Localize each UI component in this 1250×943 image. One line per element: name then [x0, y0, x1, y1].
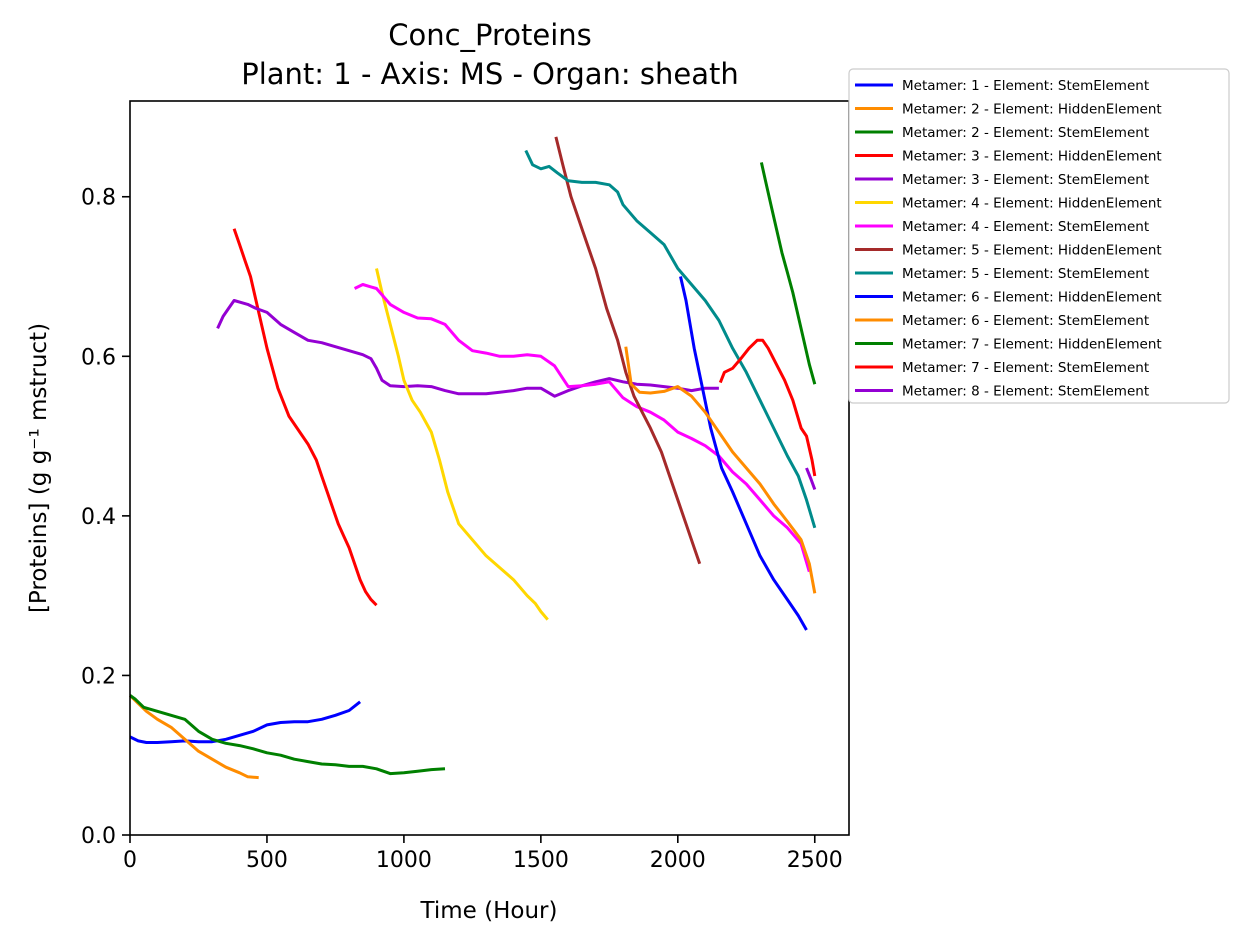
series-line-1: [129, 700, 362, 744]
legend-label: Metamer: 5 - Element: StemElement: [902, 266, 1149, 282]
x-tick-label: 2000: [650, 848, 706, 873]
x-tick-label: 0: [123, 848, 137, 873]
series-line-12: [759, 162, 817, 385]
legend: Metamer: 1 - Element: StemElement Metamer…: [848, 68, 1230, 404]
y-axis-ticks: 0.0 0.2 0.4 0.6 0.8: [81, 186, 130, 849]
series-line-11: [624, 346, 817, 594]
x-tick-label: 1000: [376, 848, 432, 873]
x-axis-label: Time (Hour): [420, 898, 558, 924]
legend-label: Metamer: 5 - Element: HiddenElement: [902, 243, 1162, 259]
y-tick-label: 0.8: [81, 186, 116, 211]
x-tick-label: 2500: [787, 848, 843, 873]
x-tick-label: 1500: [513, 848, 569, 873]
series-lines: [128, 136, 817, 780]
y-tick-label: 0.0: [81, 824, 116, 849]
legend-label: Metamer: 7 - Element: StemElement: [902, 360, 1149, 376]
legend-label: Metamer: 2 - Element: HiddenElement: [902, 102, 1162, 118]
chart-title: Conc_Proteins: [388, 18, 592, 52]
legend-label: Metamer: 2 - Element: StemElement: [902, 125, 1149, 141]
x-axis-ticks: 0 500 1000 1500 2000 2500: [123, 835, 843, 873]
legend-label: Metamer: 8 - Element: StemElement: [902, 384, 1149, 400]
legend-label: Metamer: 3 - Element: HiddenElement: [902, 149, 1162, 165]
y-tick-label: 0.6: [81, 345, 116, 370]
series-line-2: [128, 694, 259, 780]
y-axis-label: [Proteins] (g g⁻¹ mstruct): [26, 323, 52, 613]
series-line-13: [718, 338, 817, 477]
legend-label: Metamer: 3 - Element: StemElement: [902, 172, 1149, 188]
legend-label: Metamer: 7 - Element: HiddenElement: [902, 337, 1162, 353]
series-line-10: [679, 276, 808, 631]
series-line-4: [232, 228, 378, 607]
series-line-5: [216, 299, 719, 398]
chart-subtitle: Plant: 1 - Axis: MS - Organ: sheath: [241, 57, 739, 91]
x-tick-label: 500: [246, 848, 288, 873]
legend-label: Metamer: 4 - Element: StemElement: [902, 219, 1149, 235]
legend-items: Metamer: 1 - Element: StemElement Metamer…: [855, 78, 1162, 400]
legend-label: Metamer: 1 - Element: StemElement: [902, 78, 1149, 94]
y-tick-label: 0.4: [81, 505, 116, 530]
legend-label: Metamer: 6 - Element: StemElement: [902, 313, 1149, 329]
series-line-9: [524, 149, 817, 529]
series-line-6: [375, 268, 549, 621]
series-line-7: [353, 283, 811, 573]
legend-label: Metamer: 6 - Element: HiddenElement: [902, 290, 1162, 306]
series-line-8: [554, 136, 702, 565]
plot-area-frame: [129, 100, 850, 836]
series-line-14: [805, 467, 817, 491]
legend-label: Metamer: 4 - Element: HiddenElement: [902, 196, 1162, 212]
legend-frame: [848, 68, 1230, 404]
series-line-3: [129, 694, 446, 776]
y-tick-label: 0.2: [81, 664, 116, 689]
